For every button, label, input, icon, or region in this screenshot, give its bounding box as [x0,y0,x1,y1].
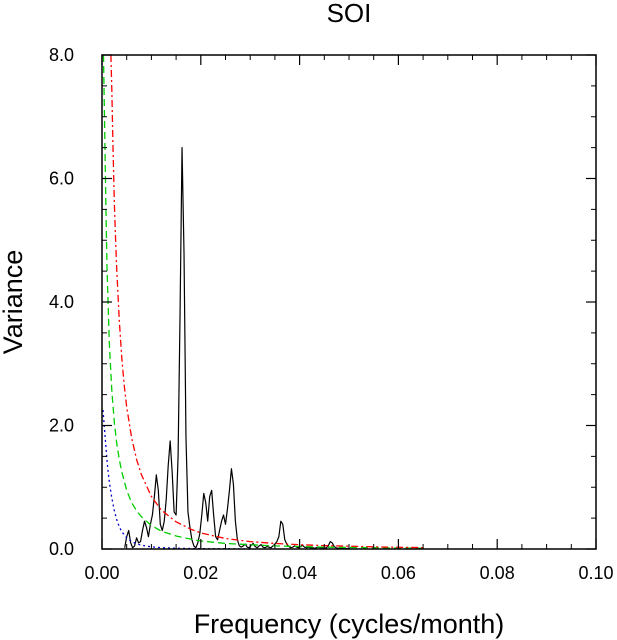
x-tick-label: 0.06 [381,563,416,583]
y-axis-title: Variance [0,250,28,355]
chart-title: SOI [327,0,372,28]
series-layer [102,54,424,550]
x-tick-label: 0.00 [84,563,119,583]
y-tick-label: 8.0 [49,45,74,65]
red-dashdot-line [110,54,424,549]
x-tick-label: 0.08 [480,563,515,583]
x-tick-label: 0.10 [578,563,613,583]
x-tick-label: 0.02 [183,563,218,583]
y-tick-label: 6.0 [49,169,74,189]
ticks-layer: 0.00 0.02 0.04 0.06 0.08 0.10 0.0 2.0 4.0 6.0 8.0 [49,45,614,583]
y-tick-label: 4.0 [49,292,74,312]
spectrum-line [124,147,351,550]
y-tick-label: 2.0 [49,416,74,436]
x-tick-label: 0.04 [282,563,317,583]
blue-dotted-line [102,410,251,550]
y-tick-label: 0.0 [49,539,74,559]
x-axis-title: Frequency (cycles/month) [194,609,505,639]
green-dashed-line [102,54,424,549]
plot-frame [101,54,597,550]
